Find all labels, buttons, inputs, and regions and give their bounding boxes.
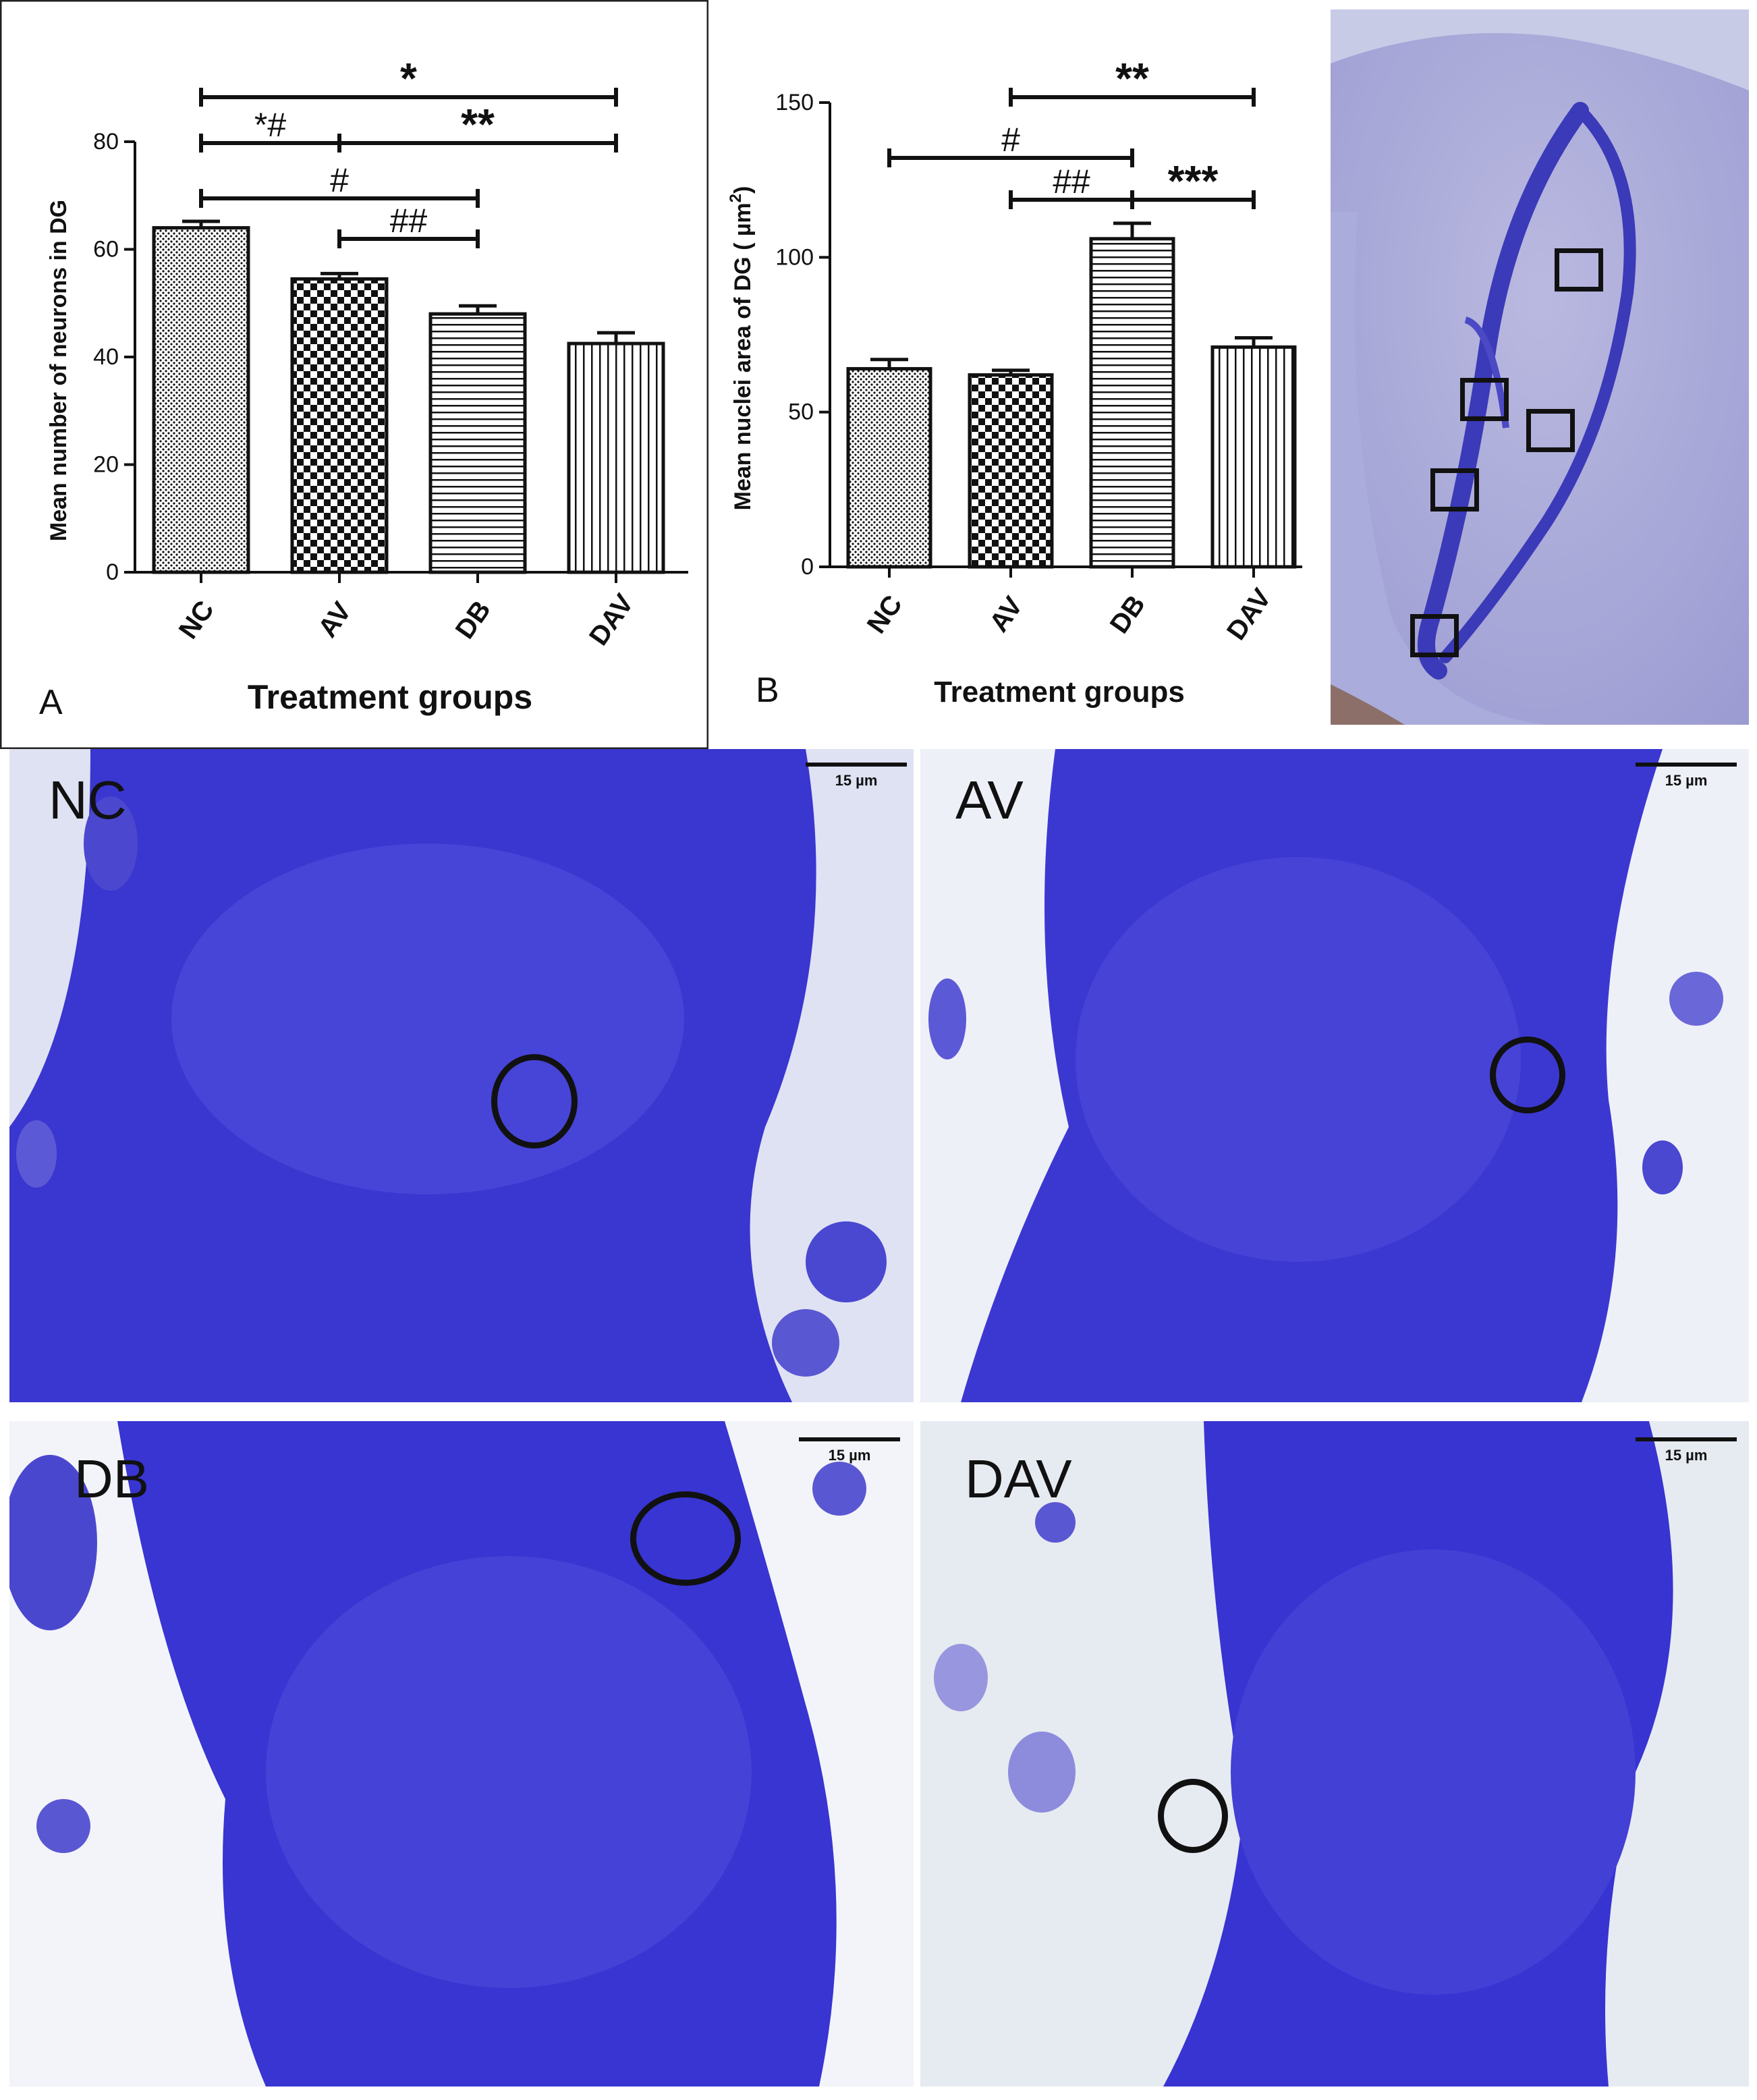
- roi-box-4: [1430, 468, 1479, 512]
- scale-bar-label: 15 µm: [1665, 772, 1708, 789]
- scale-bar: 15 µm: [799, 1437, 900, 1481]
- hippocampus-overview-image: [1331, 9, 1749, 725]
- panel-letter: B: [756, 671, 779, 710]
- y-tick-label: 150: [775, 90, 814, 115]
- y-tick-label: 0: [106, 559, 119, 585]
- scale-bar-label: 15 µm: [835, 772, 878, 789]
- chart-a: 0 20 40 60 80 NC AV DB DAV * *# ** # ## Treatment grou…: [0, 0, 709, 750]
- x-axis-title: Treatment groups: [934, 675, 1185, 709]
- significance-label: #: [1001, 121, 1020, 159]
- bar-av: [968, 373, 1054, 569]
- x-tick-label: DB: [450, 595, 497, 644]
- roi-box-2: [1460, 378, 1509, 421]
- roi-box-5: [1410, 614, 1459, 657]
- significance-label: **: [461, 100, 495, 148]
- y-tick-label: 80: [93, 129, 119, 155]
- micrograph-label: DB: [74, 1449, 150, 1509]
- significance-label: #: [330, 161, 349, 199]
- y-tick-label: 50: [788, 399, 814, 425]
- x-tick-label: DAV: [584, 588, 640, 651]
- y-tick-label: 100: [775, 244, 814, 270]
- micrograph-nc: NC 15 µm: [9, 749, 914, 1402]
- stained-tissue-illustration: [920, 749, 1749, 1402]
- scale-bar-label: 15 µm: [828, 1447, 871, 1464]
- highlighted-nucleus-circle: [491, 1054, 578, 1149]
- scale-bar-label: 15 µm: [1665, 1447, 1708, 1464]
- x-axis-title: Treatment groups: [248, 678, 532, 716]
- micrograph-av: AV 15 µm: [920, 749, 1749, 1402]
- y-tick-label: 20: [93, 452, 119, 478]
- stained-tissue-illustration: [920, 1421, 1749, 2087]
- x-tick-label: NC: [173, 595, 220, 644]
- roi-box-3: [1526, 409, 1575, 452]
- scale-bar: 15 µm: [1636, 763, 1737, 806]
- x-tick-label: AV: [984, 591, 1028, 638]
- bar-dav: [567, 341, 665, 574]
- micrograph-db: DB 15 µm: [9, 1421, 914, 2087]
- panel-frame: [0, 0, 709, 750]
- panel-letter: A: [39, 683, 63, 722]
- bar-nc: [152, 226, 250, 574]
- y-tick-label: 60: [93, 237, 119, 262]
- x-tick-label: NC: [862, 590, 908, 639]
- bar-nc: [846, 366, 932, 569]
- stained-tissue-illustration: [9, 1421, 914, 2087]
- significance-label: ##: [390, 202, 428, 240]
- roi-box-1: [1555, 248, 1603, 292]
- significance-label: *#: [254, 106, 286, 144]
- scale-bar: 15 µm: [806, 763, 907, 806]
- y-tick-label: 40: [93, 344, 119, 370]
- micrograph-label: AV: [955, 770, 1024, 830]
- bar-av: [290, 277, 389, 574]
- bar-dav: [1210, 345, 1297, 569]
- significance-label: ***: [1168, 157, 1219, 205]
- y-tick-label: 0: [801, 554, 814, 580]
- x-tick-label: DB: [1105, 590, 1151, 639]
- scale-bar: 15 µm: [1636, 1437, 1737, 1481]
- highlighted-nucleus-circle: [1490, 1037, 1565, 1113]
- micrograph-label: NC: [49, 770, 127, 830]
- bar-db: [428, 312, 527, 574]
- highlighted-nucleus-circle: [1158, 1779, 1228, 1853]
- chart-b: 0 50 100 150 NC AV DB DAV ** # ## *** Treatment grou…: [708, 0, 1316, 749]
- x-tick-label: DAV: [1221, 583, 1277, 645]
- micrograph-dav: DAV 15 µm: [920, 1421, 1749, 2087]
- significance-label: **: [1115, 54, 1149, 103]
- significance-label: *: [400, 54, 417, 103]
- significance-label: ##: [1053, 163, 1090, 200]
- y-axis-title: Mean nuclei area of DG ( µm2): [727, 186, 756, 511]
- highlighted-nucleus-circle: [630, 1491, 741, 1586]
- hippocampus-section-illustration: [1331, 9, 1749, 725]
- stained-tissue-illustration: [9, 749, 914, 1402]
- bar-db: [1089, 237, 1175, 569]
- micrograph-label: DAV: [965, 1449, 1072, 1509]
- x-tick-label: AV: [312, 597, 357, 643]
- y-axis-title: Mean number of neurons in DG: [46, 200, 72, 541]
